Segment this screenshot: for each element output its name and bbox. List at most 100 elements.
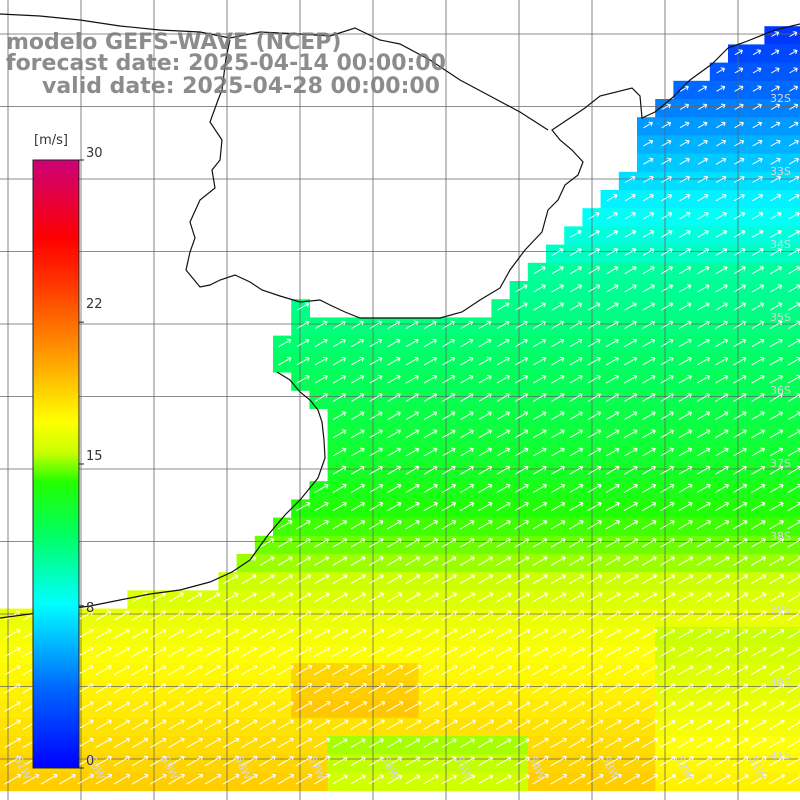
- wind-arrow: [696, 719, 713, 730]
- wind-arrow: [368, 701, 386, 712]
- wind-arrow: [696, 574, 712, 585]
- wind-arrow: [550, 538, 566, 548]
- wind-arrow: [441, 501, 457, 512]
- wind-arrow: [587, 411, 602, 421]
- wind-arrow: [277, 574, 293, 585]
- wind-arrow: [387, 356, 401, 366]
- wind-arrow: [532, 520, 548, 530]
- wind-arrow: [369, 393, 383, 402]
- wind-arrow: [313, 628, 330, 639]
- wind-arrow: [678, 338, 692, 348]
- wind-arrow: [533, 338, 547, 348]
- wind-arrow: [478, 338, 492, 348]
- wind-arrow: [569, 538, 584, 548]
- wind-arrow: [460, 411, 474, 421]
- wind-arrow: [769, 483, 784, 493]
- wind-arrow: [641, 665, 658, 676]
- wind-arrow: [641, 556, 657, 566]
- wind-arrow: [314, 574, 330, 585]
- wind-arrow: [332, 738, 348, 748]
- wind-arrow: [514, 447, 529, 457]
- wind-arrow: [423, 338, 437, 348]
- wind-arrow: [496, 538, 512, 548]
- wind-arrow: [788, 175, 800, 183]
- wind-arrow: [752, 49, 762, 56]
- wind-arrow: [496, 774, 512, 785]
- wind-arrow: [77, 755, 94, 767]
- wind-arrow: [697, 248, 710, 256]
- wind-arrow: [660, 338, 674, 348]
- wind-arrow: [642, 175, 654, 183]
- latitude-label: 33S: [770, 165, 791, 178]
- wind-arrow: [752, 67, 762, 74]
- wind-arrow: [660, 411, 674, 421]
- wind-arrow: [113, 610, 130, 621]
- wind-arrow: [331, 719, 349, 730]
- wind-arrow: [623, 628, 640, 639]
- wind-arrow: [751, 411, 765, 421]
- wind-arrow: [605, 356, 619, 366]
- wind-arrow: [770, 193, 782, 202]
- wind-arrow: [569, 465, 584, 475]
- wind-arrow: [586, 683, 604, 694]
- wind-arrow: [660, 284, 674, 293]
- wind-arrow: [642, 393, 656, 402]
- wind-arrow: [350, 774, 366, 785]
- wind-arrow: [770, 121, 781, 129]
- wind-arrow: [332, 646, 349, 658]
- colorbar: [32, 159, 80, 769]
- wind-arrow: [495, 628, 512, 639]
- wind-arrow: [460, 465, 474, 475]
- wind-arrow: [734, 139, 745, 147]
- wind-arrow: [332, 520, 348, 530]
- wind-arrow: [295, 664, 313, 676]
- wind-arrow: [624, 230, 637, 238]
- wind-arrow: [350, 610, 367, 621]
- wind-arrow: [770, 212, 782, 220]
- wind-arrow: [714, 429, 729, 439]
- wind-arrow: [222, 719, 240, 730]
- wind-arrow: [752, 193, 764, 202]
- wind-arrow: [386, 610, 403, 621]
- wind-arrow: [131, 701, 149, 712]
- wind-arrow: [714, 520, 730, 530]
- wind-arrow: [623, 646, 640, 658]
- wind-arrow: [678, 320, 692, 329]
- wind-arrow: [660, 248, 673, 256]
- wind-arrow: [788, 212, 800, 220]
- wind-arrow: [733, 302, 747, 311]
- wind-arrow: [422, 701, 440, 712]
- colorbar-tick-label: 22: [86, 297, 103, 312]
- wind-arrow: [131, 610, 148, 621]
- wind-arrow: [405, 338, 419, 348]
- wind-arrow: [643, 139, 654, 147]
- wind-arrow: [605, 538, 621, 548]
- wind-arrow: [733, 447, 747, 457]
- wind-arrow: [368, 592, 385, 603]
- wind-arrow: [587, 338, 601, 348]
- wind-arrow: [768, 756, 786, 767]
- wind-arrow: [514, 556, 530, 566]
- wind-arrow: [787, 501, 800, 512]
- wind-arrow: [405, 738, 421, 748]
- wind-arrow: [768, 719, 785, 730]
- colorbar-tick-label: 30: [86, 146, 103, 161]
- wind-arrow: [751, 266, 765, 275]
- wind-arrow: [532, 683, 549, 694]
- wind-arrow: [496, 429, 511, 439]
- wind-arrow: [605, 465, 620, 475]
- wind-arrow: [405, 556, 421, 566]
- wind-arrow: [77, 719, 94, 730]
- wind-arrow: [478, 393, 492, 402]
- wind-arrow: [222, 737, 240, 749]
- latitude-label: 34S: [770, 238, 791, 251]
- wind-arrow: [551, 393, 565, 402]
- wind-arrow: [751, 538, 766, 548]
- wind-arrow: [769, 647, 785, 657]
- wind-arrow: [678, 411, 693, 421]
- wind-arrow: [605, 646, 622, 658]
- wind-arrow: [314, 556, 330, 566]
- wind-arrow: [296, 338, 310, 348]
- wind-arrow: [733, 284, 746, 293]
- wind-arrow: [751, 520, 766, 530]
